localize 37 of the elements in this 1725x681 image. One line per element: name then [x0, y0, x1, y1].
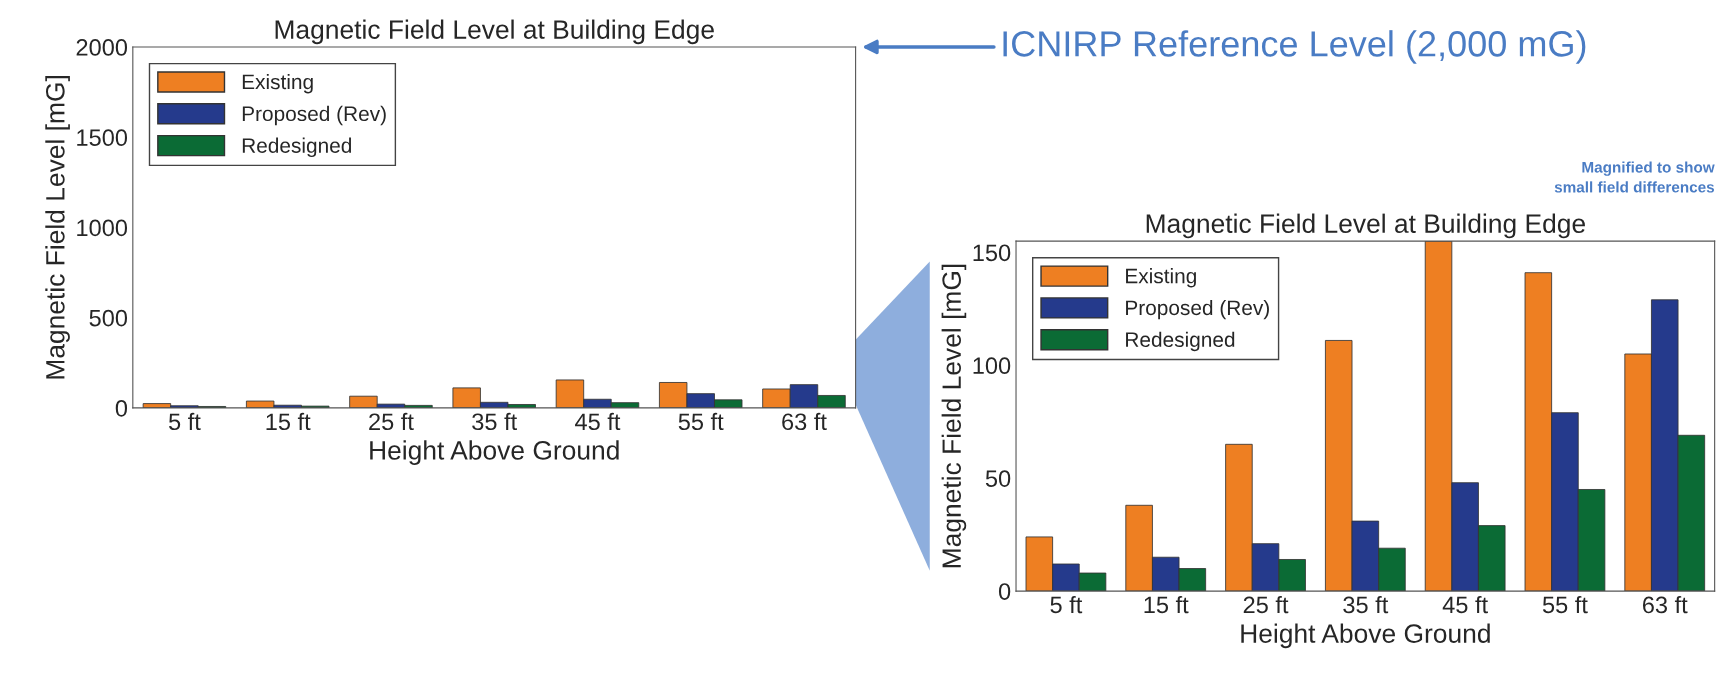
x-tick-label: 5 ft — [1050, 595, 1083, 614]
x-tick-label: 45 ft — [1442, 595, 1488, 614]
legend-label: Proposed (Rev) — [1126, 299, 1269, 320]
text: ICNIRP Reference Level (2,000 mG) — [1003, 30, 1586, 64]
x-tick-label: 5 ft — [168, 412, 201, 431]
legend-label: Existing — [242, 73, 313, 94]
y-tick-label: 50 — [985, 470, 1011, 487]
y-tick-label: 150 — [973, 244, 1011, 262]
legend-label: Existing — [1126, 268, 1196, 288]
legend-label: Proposed (Rev) — [242, 105, 386, 126]
y-tick-label: 500 — [89, 309, 128, 327]
y-tick-label: 0 — [998, 583, 1011, 600]
x-tick-label: 55 ft — [678, 412, 724, 431]
chart-title: Magnetic Field Level at Building Edge — [1146, 213, 1585, 239]
x-tick-label: 45 ft — [575, 412, 621, 431]
chart-title: Magnetic Field Level at Building Edge — [275, 19, 714, 45]
x-tick-label: 25 ft — [1243, 595, 1289, 614]
x-tick-label: 15 ft — [266, 412, 311, 431]
y-tick-label: 0 — [115, 399, 128, 417]
y-tick-label: 100 — [973, 357, 1011, 375]
x-tick-label: 35 ft — [472, 412, 518, 431]
x-axis-title: Height Above Ground — [370, 440, 619, 465]
x-tick-label: 25 ft — [369, 412, 414, 431]
x-tick-label: 63 ft — [1642, 595, 1688, 614]
x-axis-title: Height Above Ground — [1241, 623, 1490, 649]
legend-label: Redesigned — [242, 137, 352, 158]
x-tick-label: 55 ft — [1542, 595, 1588, 614]
x-tick-label: 15 ft — [1144, 595, 1189, 614]
text: Magnified to show small field differences — [1554, 161, 1715, 193]
y-tick-label: 2000 — [76, 39, 128, 56]
y-tick-label: 1000 — [77, 219, 128, 237]
x-tick-label: 35 ft — [1343, 595, 1389, 614]
y-axis-title: Magnetic Field Level [mG] — [45, 76, 70, 379]
y-axis-title: Magnetic Field Level [mG] — [941, 264, 967, 568]
x-tick-label: 63 ft — [782, 412, 827, 431]
legend-label: Redesigned — [1126, 331, 1235, 352]
y-tick-label: 1500 — [77, 129, 128, 147]
